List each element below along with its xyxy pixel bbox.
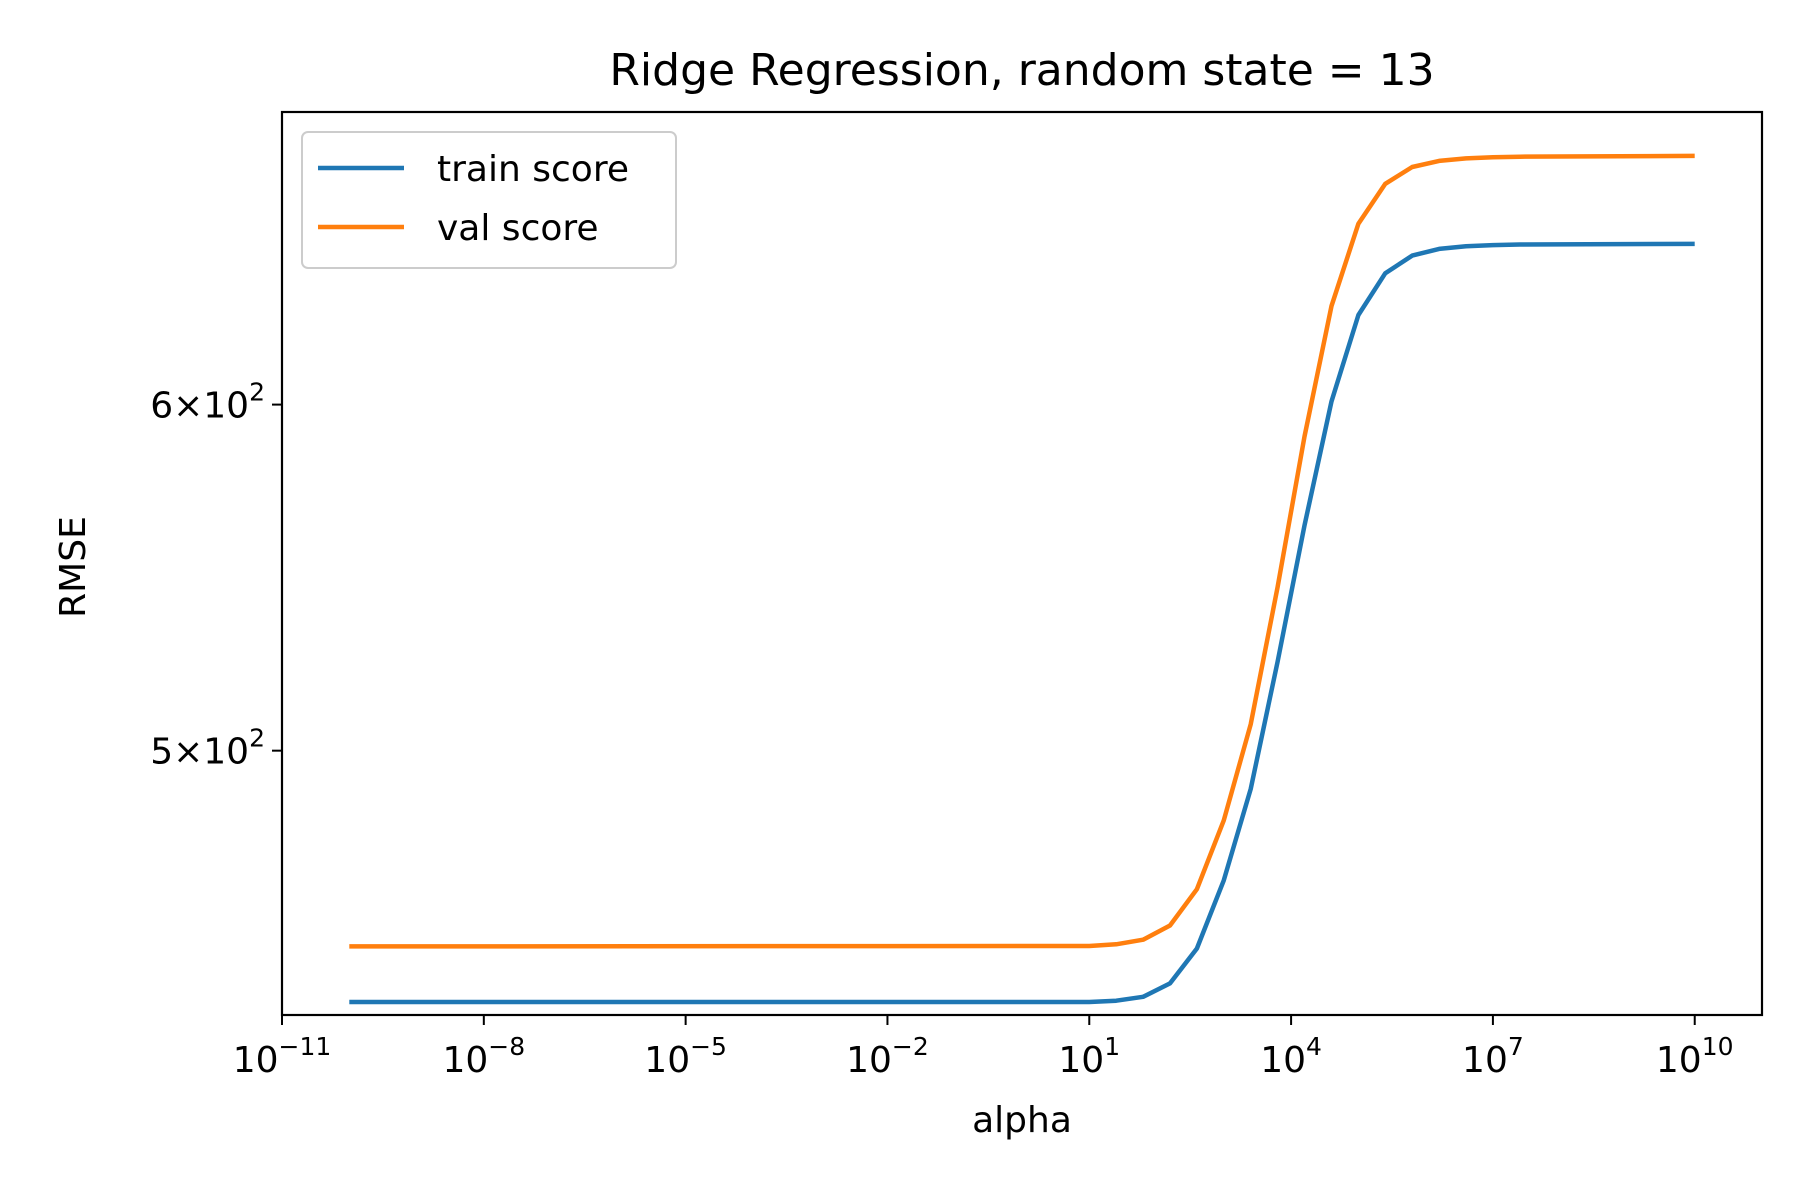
series-line-val-score [349,153,1695,949]
x-tick-label: 10−2 [846,1032,929,1081]
x-tick-label: 10−11 [233,1032,332,1081]
y-axis-ticks: 6×102 5×102 [150,378,282,773]
series-layer [349,153,1695,1005]
legend-label-val-score: val score [437,208,599,249]
x-tick-label: 10−8 [442,1032,525,1081]
y-tick-label: 6×102 [150,378,265,427]
x-axis-label: alpha [972,1100,1072,1141]
series-line-train-score [349,241,1695,1005]
x-axis-ticks: 10−11 10−8 10−5 10−2 101 104 107 1010 [233,1015,1734,1081]
x-tick-label: 10−5 [644,1032,727,1081]
x-tick-label: 101 [1058,1032,1120,1081]
x-tick-label: 104 [1260,1032,1322,1081]
x-tick-label: 1010 [1656,1032,1734,1081]
x-tick-label: 107 [1462,1032,1524,1081]
y-axis-label: RMSE [53,516,94,618]
plot-area-frame [280,110,1764,1017]
legend-label-train-score: train score [437,149,629,190]
legend: train score val score [301,131,677,269]
y-tick-label: 5×102 [150,724,265,773]
chart-title: Ridge Regression, random state = 13 [609,45,1434,96]
